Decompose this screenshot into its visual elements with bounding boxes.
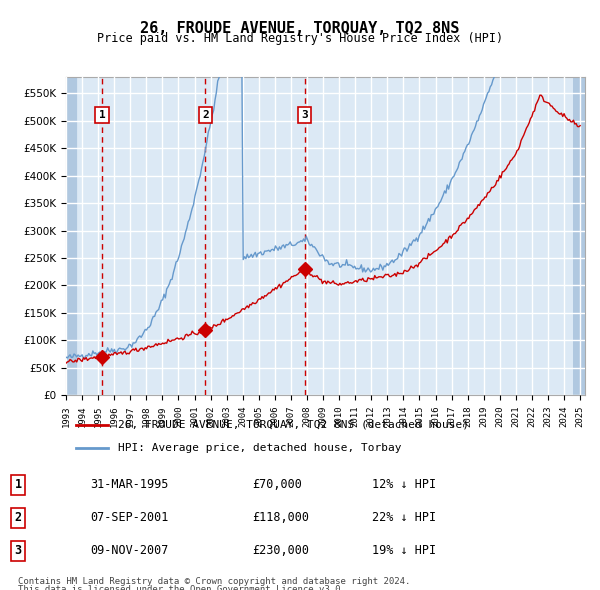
Text: 31-MAR-1995: 31-MAR-1995 <box>90 478 169 491</box>
Text: 3: 3 <box>301 110 308 120</box>
Text: Price paid vs. HM Land Registry's House Price Index (HPI): Price paid vs. HM Land Registry's House … <box>97 32 503 45</box>
Text: 1: 1 <box>14 478 22 491</box>
Text: 19% ↓ HPI: 19% ↓ HPI <box>372 544 436 558</box>
Bar <box>574 77 585 395</box>
Text: This data is licensed under the Open Government Licence v3.0.: This data is licensed under the Open Gov… <box>18 585 346 590</box>
Bar <box>66 77 76 395</box>
Text: 2: 2 <box>14 511 22 525</box>
Text: 2: 2 <box>202 110 209 120</box>
Text: 3: 3 <box>14 544 22 558</box>
Text: 1: 1 <box>99 110 106 120</box>
Text: £118,000: £118,000 <box>252 511 309 525</box>
Text: 26, FROUDE AVENUE, TORQUAY, TQ2 8NS: 26, FROUDE AVENUE, TORQUAY, TQ2 8NS <box>140 21 460 35</box>
Text: 07-SEP-2001: 07-SEP-2001 <box>90 511 169 525</box>
Text: 26, FROUDE AVENUE, TORQUAY, TQ2 8NS (detached house): 26, FROUDE AVENUE, TORQUAY, TQ2 8NS (det… <box>118 420 469 430</box>
Text: £230,000: £230,000 <box>252 544 309 558</box>
Text: HPI: Average price, detached house, Torbay: HPI: Average price, detached house, Torb… <box>118 443 401 453</box>
Text: 12% ↓ HPI: 12% ↓ HPI <box>372 478 436 491</box>
Text: 09-NOV-2007: 09-NOV-2007 <box>90 544 169 558</box>
Text: £70,000: £70,000 <box>252 478 302 491</box>
Text: Contains HM Land Registry data © Crown copyright and database right 2024.: Contains HM Land Registry data © Crown c… <box>18 577 410 586</box>
Text: 22% ↓ HPI: 22% ↓ HPI <box>372 511 436 525</box>
Bar <box>66 77 77 395</box>
Bar <box>573 77 585 395</box>
